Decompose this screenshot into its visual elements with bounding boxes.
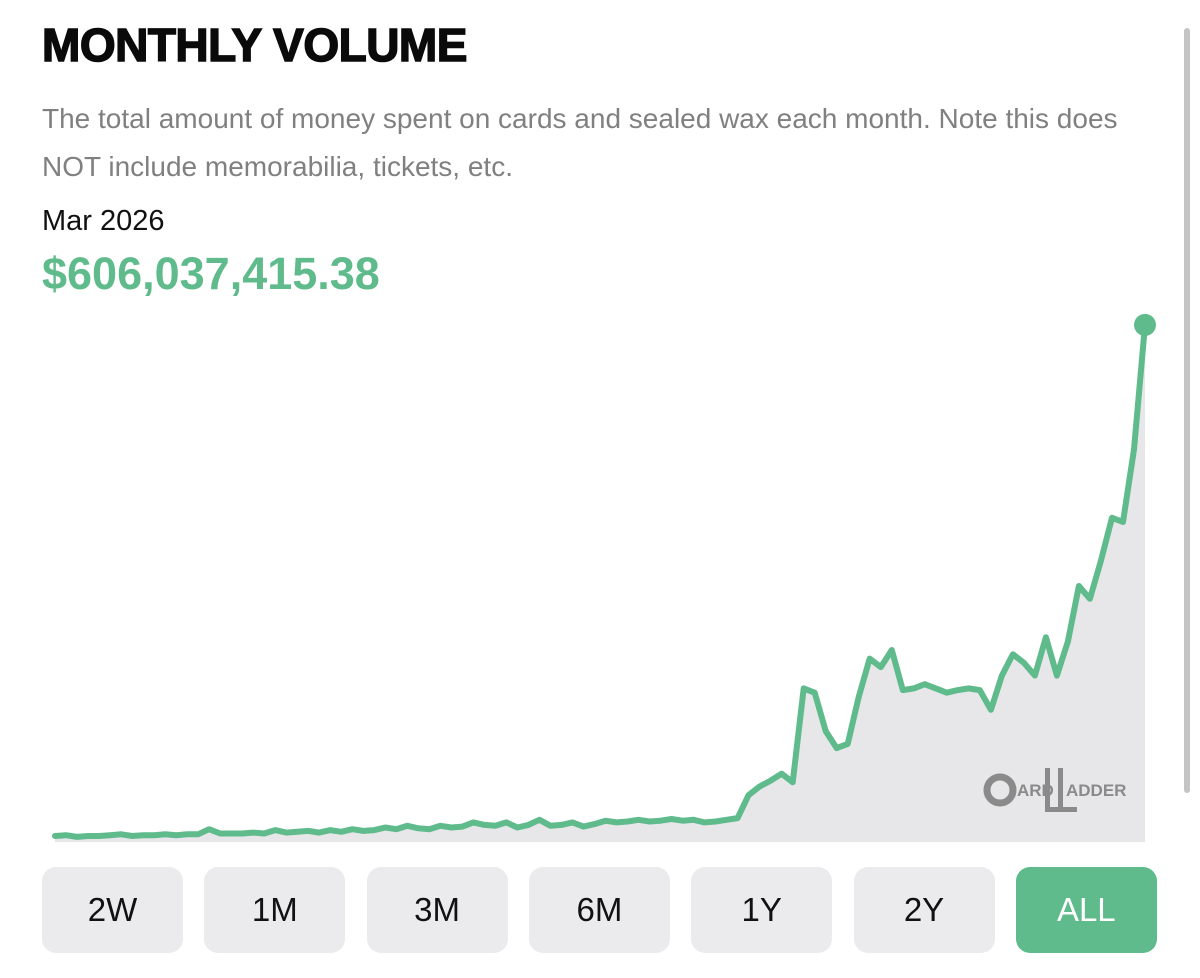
scrollbar [1184,28,1190,793]
range-button[interactable]: ALL [1015,867,1157,953]
logo-text: ADDER [1066,781,1126,800]
end-point [1134,313,1156,336]
logo: ARD ADDER [983,768,1126,812]
range-button[interactable]: 3M [366,867,508,953]
logo-l [1058,768,1063,812]
logo-l [1045,768,1050,812]
range-button[interactable]: 2Y [853,867,995,953]
title: MONTHLY VOLUME [41,18,468,72]
logo-text: ARD [1017,781,1054,800]
chart: ARD ADDER [52,313,1156,842]
range-button[interactable]: 2W [42,867,183,953]
plot [52,313,1156,842]
logo-c [983,773,1017,807]
line [52,321,1148,840]
range-button[interactable]: 1M [204,867,346,953]
range-button[interactable]: 1Y [691,867,833,953]
range-button[interactable]: 6M [528,867,670,953]
readout-date: Mar 2026 [42,205,165,237]
description: The total amount of money spent on cards… [42,103,1118,182]
readout-value: $606,037,415.38 [42,248,380,299]
area [55,324,1145,842]
logo-l [1045,807,1077,812]
